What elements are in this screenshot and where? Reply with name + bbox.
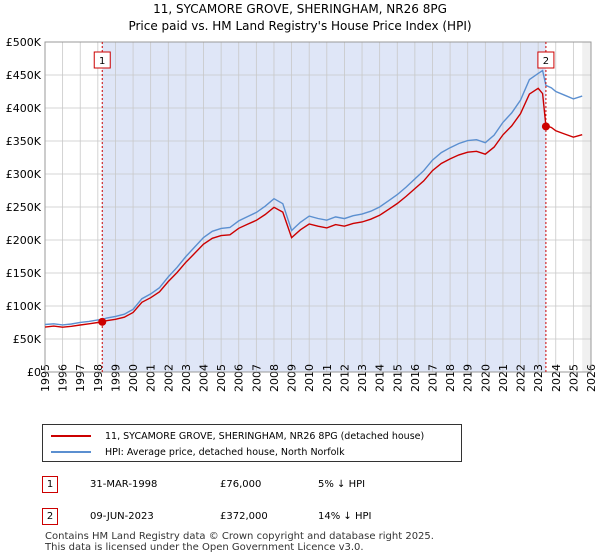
- chart-subtitle: Price paid vs. HM Land Registry's House …: [128, 19, 471, 33]
- plot-border: [44, 41, 592, 373]
- x-tick-label: 1997: [74, 364, 87, 392]
- legend-item-hpi: HPI: Average price, detached house, Nort…: [51, 444, 345, 460]
- x-tick-label: 2022: [515, 364, 528, 392]
- x-tick-label: 2005: [215, 364, 228, 392]
- sale-marker-box: [537, 51, 555, 69]
- x-tick-label: 2012: [338, 364, 351, 392]
- footer-line-copyright: Contains HM Land Registry data © Crown c…: [45, 531, 434, 542]
- x-tick-label: 2024: [550, 364, 563, 392]
- sale-point: [541, 122, 550, 131]
- legend-swatch-property: [51, 435, 91, 437]
- x-tick-label: 2011: [321, 364, 334, 392]
- footer: Contains HM Land Registry data © Crown c…: [45, 531, 434, 553]
- hpi-line: [44, 69, 583, 326]
- footer-line-licence: This data is licensed under the Open Gov…: [45, 542, 364, 553]
- sale-date: 09-JUN-2023: [90, 511, 154, 522]
- x-tick-label: 2016: [409, 364, 422, 392]
- price-chart: 11, SYCAMORE GROVE, SHERINGHAM, NR26 8PG…: [6, 2, 598, 392]
- x-tick-label: 2018: [444, 364, 457, 392]
- sale-marker-label: 1: [99, 56, 105, 67]
- x-tick-label: 2017: [426, 364, 439, 392]
- x-tick-label: 2023: [532, 364, 545, 392]
- y-tick-label: £100K: [6, 300, 42, 313]
- sale-point: [98, 317, 107, 326]
- sale-hpi-diff: 14% ↓ HPI: [318, 511, 372, 522]
- x-tick-label: 2026: [585, 364, 598, 392]
- legend-label-hpi: HPI: Average price, detached house, Nort…: [105, 446, 345, 458]
- sale-hpi-diff: 5% ↓ HPI: [318, 479, 366, 490]
- x-tick-label: 2009: [286, 364, 299, 392]
- x-tick-label: 1998: [92, 364, 105, 392]
- sale-price: £76,000: [220, 479, 262, 490]
- y-tick-label: £500K: [6, 36, 42, 49]
- y-tick-label: £200K: [6, 234, 42, 247]
- x-tick-label: 2004: [198, 364, 211, 392]
- x-tick-label: 2008: [268, 364, 281, 392]
- sale-marker-label: 2: [543, 56, 549, 67]
- x-tick-label: 2003: [180, 364, 193, 392]
- sale-date: 31-MAR-1998: [90, 479, 158, 490]
- x-tick-label: 1995: [39, 364, 52, 392]
- y-tick-label: £50K: [13, 333, 42, 346]
- x-tick-label: 2021: [497, 364, 510, 392]
- x-tick-label: 1996: [57, 364, 70, 392]
- y-tick-label: £0: [27, 366, 41, 379]
- sale-price: £372,000: [220, 511, 268, 522]
- x-tick-label: 2000: [127, 364, 140, 392]
- plot-area: £0 £50K £100K £150K £200K £250K £300K £350K £400…: [6, 36, 598, 392]
- x-tick-label: 2025: [567, 364, 580, 392]
- x-tick-label: 2006: [233, 364, 246, 392]
- sale-number-badge: 1: [42, 476, 58, 493]
- x-tick-label: 2020: [479, 364, 492, 392]
- y-tick-label: £250K: [6, 201, 42, 214]
- y-tick-label: £350K: [6, 135, 42, 148]
- legend-label-property: 11, SYCAMORE GROVE, SHERINGHAM, NR26 8PG…: [105, 430, 425, 442]
- sale-number-badge: 2: [42, 508, 58, 525]
- x-tick-label: 2007: [250, 364, 263, 392]
- property-price-line: [44, 87, 583, 328]
- sales-table: 1 31-MAR-1998 £76,000 5% ↓ HPI 2 09-JUN-…: [42, 474, 462, 538]
- x-tick-label: 2019: [462, 364, 475, 392]
- x-tick-label: 1999: [109, 364, 122, 392]
- y-tick-label: £450K: [6, 69, 42, 82]
- sale-row: 2 09-JUN-2023 £372,000 14% ↓ HPI: [42, 506, 462, 528]
- legend: 11, SYCAMORE GROVE, SHERINGHAM, NR26 8PG…: [42, 424, 462, 462]
- x-tick-label: 2014: [374, 364, 387, 392]
- sale-marker-box: [93, 51, 111, 69]
- x-tick-label: 2013: [356, 364, 369, 392]
- x-tick-label: 2015: [391, 364, 404, 392]
- x-tick-label: 2010: [303, 364, 316, 392]
- chart-title: 11, SYCAMORE GROVE, SHERINGHAM, NR26 8PG: [153, 2, 447, 16]
- sale-row: 1 31-MAR-1998 £76,000 5% ↓ HPI: [42, 474, 462, 496]
- legend-swatch-hpi: [51, 451, 91, 453]
- x-tick-label: 2001: [145, 364, 158, 392]
- x-tick-label: 2002: [162, 364, 175, 392]
- y-tick-label: £150K: [6, 267, 42, 280]
- y-tick-label: £300K: [6, 168, 42, 181]
- legend-item-property: 11, SYCAMORE GROVE, SHERINGHAM, NR26 8PG…: [51, 428, 424, 444]
- y-tick-label: £400K: [6, 102, 42, 115]
